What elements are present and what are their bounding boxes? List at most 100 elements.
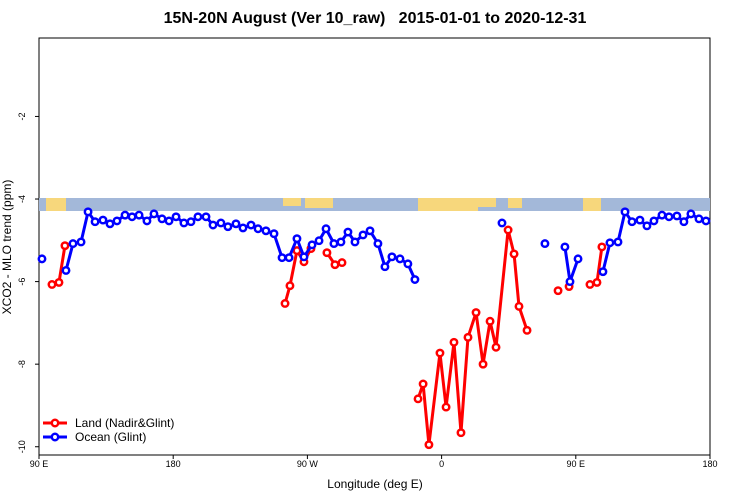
y-tick-label: -6 <box>17 278 27 286</box>
point <box>463 332 473 342</box>
point <box>157 214 167 224</box>
point <box>410 275 420 284</box>
point <box>649 216 659 226</box>
point <box>435 348 445 358</box>
point <box>253 224 263 234</box>
point <box>403 259 413 269</box>
y-axis-label: XCO2 - MLO trend (ppm) <box>0 180 14 315</box>
point <box>456 428 466 438</box>
point <box>329 239 339 249</box>
point <box>54 277 64 287</box>
point <box>76 237 86 247</box>
x-tick-label: 90 W <box>297 459 319 469</box>
legend-label: Land (Nadir&Glint) <box>75 416 174 430</box>
point <box>373 239 383 249</box>
point <box>478 359 488 369</box>
point <box>553 286 563 296</box>
x-axis-label: Longitude (deg E) <box>327 477 422 491</box>
point <box>627 217 637 227</box>
point <box>246 220 256 230</box>
point <box>560 242 570 252</box>
x-tick-label: 90 E <box>30 459 49 469</box>
point <box>343 227 353 237</box>
point <box>238 223 248 233</box>
point <box>485 316 495 326</box>
point <box>284 253 294 263</box>
point <box>358 230 368 240</box>
point <box>424 440 434 450</box>
point <box>365 226 375 236</box>
point <box>635 215 645 225</box>
point <box>418 379 428 389</box>
point <box>503 225 513 235</box>
point <box>664 212 674 222</box>
point <box>164 216 174 226</box>
point <box>322 248 332 258</box>
legend-label: Ocean (Glint) <box>75 430 146 444</box>
point <box>642 221 652 231</box>
point <box>201 212 211 222</box>
point <box>441 402 451 412</box>
point <box>112 216 122 226</box>
point <box>216 218 226 228</box>
point <box>285 281 295 291</box>
point <box>509 249 519 259</box>
point <box>61 265 71 275</box>
point <box>330 260 340 270</box>
point <box>540 239 550 249</box>
point <box>269 229 279 239</box>
point <box>321 224 331 234</box>
plot-frame <box>38 37 711 456</box>
point <box>679 217 689 227</box>
point <box>336 237 346 247</box>
point <box>68 239 78 249</box>
x-tick-label: 180 <box>166 459 181 469</box>
point <box>701 216 711 226</box>
point <box>134 210 144 220</box>
point <box>337 258 347 268</box>
point <box>208 220 218 230</box>
point <box>497 218 507 228</box>
point <box>694 214 704 224</box>
point <box>413 394 423 404</box>
y-tick-label: -2 <box>17 112 27 120</box>
point <box>598 267 608 277</box>
point <box>98 215 108 225</box>
point <box>387 252 397 262</box>
y-tick-label: -4 <box>17 195 27 203</box>
point <box>83 207 93 217</box>
point <box>179 218 189 228</box>
point <box>280 299 290 308</box>
point <box>395 254 405 264</box>
y-tick-label: -10 <box>17 440 27 453</box>
point <box>620 207 630 217</box>
point <box>142 216 152 226</box>
legend-marker <box>50 418 60 428</box>
y-tick-label: -8 <box>17 360 27 368</box>
legend: Land (Nadir&Glint)Ocean (Glint) <box>43 416 174 444</box>
point <box>605 238 615 248</box>
point <box>223 222 233 232</box>
point <box>261 226 271 236</box>
point <box>120 210 130 220</box>
x-tick-label: 90 E <box>567 459 586 469</box>
point <box>193 212 203 222</box>
point <box>90 217 100 227</box>
point <box>585 280 595 289</box>
point <box>231 219 241 229</box>
point <box>105 219 115 229</box>
point <box>307 240 317 250</box>
point <box>299 252 309 262</box>
series-line <box>51 228 604 447</box>
chart-title: 15N-20N August (Ver 10_raw) 2015-01-01 t… <box>164 10 587 27</box>
point <box>171 212 181 222</box>
point <box>127 212 137 222</box>
point <box>597 242 607 252</box>
point <box>380 262 390 272</box>
point <box>514 301 524 311</box>
point <box>522 325 532 335</box>
point <box>657 210 667 220</box>
point <box>672 211 682 221</box>
point <box>573 254 583 264</box>
